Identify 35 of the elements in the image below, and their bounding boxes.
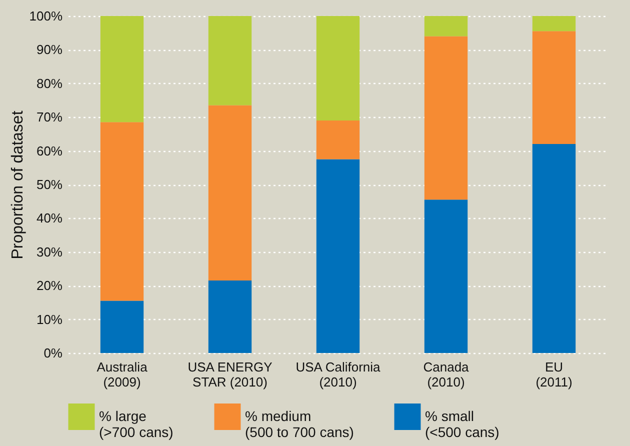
y-tick-label: 90% (36, 42, 63, 58)
y-tick-label: 0% (44, 346, 63, 360)
y-tick-label: 80% (36, 76, 63, 91)
y-tick-label: 20% (36, 278, 63, 294)
x-tick-label: USA ENERGY STAR (2010) (188, 360, 273, 390)
x-tick-label: Australia (2009) (96, 360, 148, 390)
y-tick-label: 60% (36, 143, 63, 158)
x-tick-label: Canada (2010) (423, 360, 470, 390)
x-tick-label: EU (2011) (536, 360, 572, 390)
bar (316, 16, 360, 120)
bar (208, 280, 252, 353)
bar (532, 31, 576, 144)
y-tick-label: 40% (36, 210, 63, 226)
bar (424, 200, 468, 353)
legend-label: % medium (500 to 700 cans) (245, 408, 354, 440)
x-tick-label: USA California (2010) (296, 360, 382, 390)
bar (316, 159, 360, 353)
bar (532, 16, 576, 32)
bar (316, 120, 360, 160)
bar (100, 16, 144, 122)
y-tick-label: 30% (36, 244, 63, 260)
y-tick-label: 50% (36, 177, 63, 192)
bar (208, 16, 252, 106)
y-tick-label: 70% (36, 110, 63, 125)
legend-label: % small (<500 cans) (425, 408, 500, 440)
bar (532, 144, 576, 353)
y-axis-title: Proportion of dataset (9, 110, 26, 260)
bar (424, 36, 468, 200)
y-tick-label: 10% (36, 312, 63, 327)
y-tick-label: 100% (29, 8, 63, 24)
bar (208, 105, 252, 281)
bar (100, 300, 144, 353)
legend-label: % large (>700 cans) (99, 408, 174, 440)
bar (100, 122, 144, 301)
bar (424, 16, 468, 36)
